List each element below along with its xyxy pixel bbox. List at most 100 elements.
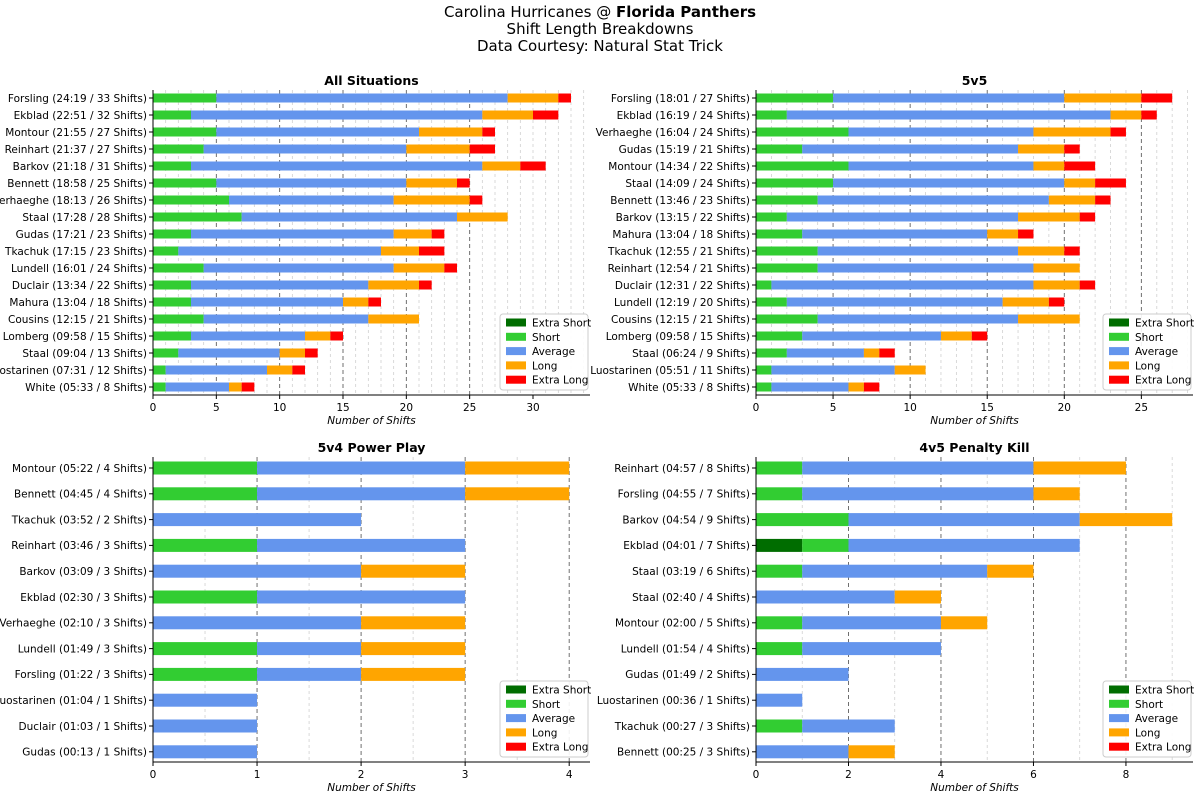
bar-segment-short <box>153 93 217 103</box>
bar-segment-average <box>802 487 1034 501</box>
bar-segment-long <box>393 263 445 273</box>
bar-segment-long <box>1033 461 1126 475</box>
chart-panel-5v4-power-play: Montour (05:22 / 4 Shifts) Bennett (04:45… <box>0 440 591 794</box>
y-tick-label: Staal (09:04 / 13 Shifts) <box>22 348 147 360</box>
y-tick-label: Bennett (18:58 / 25 Shifts) <box>7 178 147 190</box>
y-tick-label: Montour (14:34 / 22 Shifts) <box>608 161 750 173</box>
y-tick-label: Verhaeghe (16:04 / 24 Shifts) <box>596 127 750 139</box>
bar-segment-long <box>305 331 331 341</box>
bar-segment-extra-long <box>292 365 305 375</box>
bar-segment-extra-long <box>305 348 318 358</box>
bar-segment-short <box>153 229 191 239</box>
chart-panel-4v5-penalty-kill: Reinhart (04:57 / 8 Shifts) Forsling (04:… <box>597 440 1194 794</box>
away-team: Carolina Hurricanes @ <box>443 3 616 21</box>
x-tick-label: 2 <box>358 769 365 781</box>
bar-segment-short <box>756 144 803 154</box>
x-axis-label: Number of Shifts <box>327 415 416 427</box>
bar-segment-average <box>786 212 1019 222</box>
legend-label-long: Long <box>532 727 557 739</box>
bar-segment-long <box>381 246 419 256</box>
y-tick-label: Barkov (03:09 / 3 Shifts) <box>19 566 147 578</box>
legend-label-extra-short: Extra Short <box>1135 685 1194 697</box>
y-tick-label: Mahura (13:04 / 18 Shifts) <box>612 229 750 241</box>
bar-segment-average <box>257 487 466 501</box>
bar-segment-extra-long <box>1064 161 1096 171</box>
y-tick-label: Lomberg (09:58 / 15 Shifts) <box>606 331 750 343</box>
legend-label-short: Short <box>532 699 560 711</box>
bar-segment-long <box>457 212 508 222</box>
bar-segment-average <box>786 348 864 358</box>
x-tick-label: 0 <box>150 769 157 781</box>
bar-segment-short <box>153 314 204 324</box>
bar-segment-long <box>465 461 570 475</box>
legend-swatch-extra-long <box>1109 375 1129 384</box>
bar-segment-short <box>756 110 787 120</box>
bar-segment-long <box>848 745 895 759</box>
y-tick-label: Luostarinen (07:31 / 12 Shifts) <box>0 365 147 377</box>
bar-segment-average <box>257 667 362 681</box>
y-tick-label: Tkachuk (03:52 / 2 Shifts) <box>11 514 147 526</box>
y-tick-label: Ekblad (02:30 / 3 Shifts) <box>20 592 147 604</box>
bar-segment-long <box>1002 297 1049 307</box>
bar-segment-long <box>361 642 466 656</box>
legend-label-extra-short: Extra Short <box>532 318 591 330</box>
y-tick-label: Staal (03:19 / 6 Shifts) <box>632 566 750 578</box>
bar-segment-short <box>756 263 818 273</box>
bar-segment-extra-long <box>879 348 895 358</box>
bar-segment-long <box>361 564 466 578</box>
bar-segment-long <box>894 365 926 375</box>
bar-segment-extra-long <box>971 331 988 341</box>
y-tick-label: Ekblad (22:51 / 32 Shifts) <box>14 110 147 122</box>
bar-segment-extra-long <box>368 297 381 307</box>
bar-segment-short <box>756 616 803 630</box>
bar-segment-average <box>802 331 941 341</box>
bar-segment-extra-long <box>1018 229 1034 239</box>
legend-label-average: Average <box>532 346 575 358</box>
bar-segment-long <box>393 195 470 205</box>
bar-segment-short <box>153 144 204 154</box>
bar-segment-extra-long <box>469 195 483 205</box>
bar-segment-long <box>229 382 242 392</box>
legend-swatch-short <box>506 332 526 341</box>
chart-legend: Extra Short Short Average Long Extra Long <box>1102 680 1194 758</box>
legend-swatch-extra-long <box>506 742 526 751</box>
y-tick-label: Forsling (24:19 / 33 Shifts) <box>8 93 147 105</box>
bar-segment-long <box>482 110 533 120</box>
y-tick-label: Verhaeghe (18:13 / 26 Shifts) <box>0 195 147 207</box>
bar-segment-short <box>756 178 834 188</box>
bar-segment-average <box>165 382 229 392</box>
bar-segment-extra-long <box>1141 110 1157 120</box>
x-tick-label: 25 <box>463 402 476 414</box>
bar-segment-average <box>153 745 258 759</box>
bar-segment-long <box>465 487 570 501</box>
y-tick-label: Reinhart (21:37 / 27 Shifts) <box>5 144 147 156</box>
bar-segment-short <box>756 461 803 475</box>
legend-label-extra-long: Extra Long <box>532 375 588 387</box>
y-tick-label: Reinhart (04:57 / 8 Shifts) <box>614 463 750 475</box>
bar-segment-average <box>153 693 258 707</box>
bar-segment-average <box>756 693 803 707</box>
bar-segment-short <box>153 263 204 273</box>
legend-swatch-extra-short <box>1109 685 1129 694</box>
bar-segment-extra-long <box>431 229 445 239</box>
bar-segment-long <box>406 144 470 154</box>
bar-segment-extra-short <box>756 538 803 552</box>
y-tick-label: Duclair (13:34 / 22 Shifts) <box>12 280 147 292</box>
bar-segment-short <box>756 642 803 656</box>
bar-segment-average <box>191 161 483 171</box>
legend-label-extra-long: Extra Long <box>1135 375 1191 387</box>
bar-segment-average <box>771 382 849 392</box>
bar-segment-short <box>756 93 834 103</box>
home-team: Florida Panthers <box>615 3 757 21</box>
x-tick-label: 6 <box>1030 769 1037 781</box>
bar-segment-long <box>361 616 466 630</box>
bar-segment-long <box>1018 212 1080 222</box>
bar-segment-short <box>153 348 179 358</box>
bar-segment-average <box>257 642 362 656</box>
x-tick-label: 5 <box>213 402 220 414</box>
bar-segment-short <box>153 590 258 604</box>
chart-title: All Situations <box>324 73 418 88</box>
bar-segment-long <box>1048 195 1096 205</box>
bar-segment-average <box>203 263 394 273</box>
bar-segment-short <box>153 297 191 307</box>
